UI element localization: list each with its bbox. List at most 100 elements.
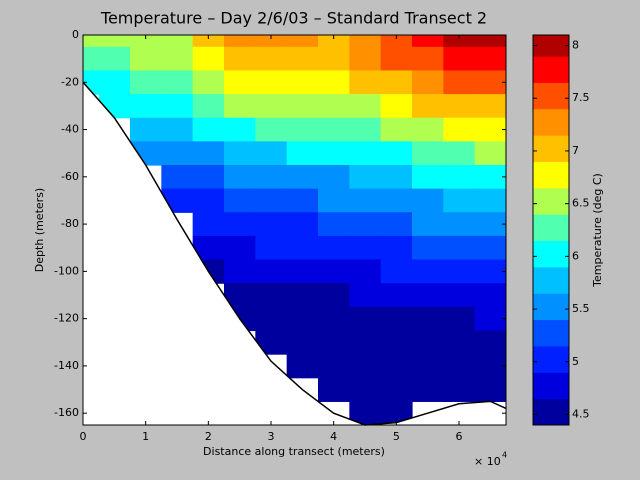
contour-cell	[349, 117, 382, 142]
contour-cell	[286, 141, 319, 166]
contour-cell	[161, 70, 194, 95]
contour-cell	[412, 94, 444, 119]
y-tick-label: -100	[54, 264, 79, 277]
contour-cell	[380, 35, 413, 48]
contour-cell	[349, 235, 382, 261]
contour-cell	[286, 235, 319, 261]
contour-cell	[318, 306, 350, 332]
colorbar-tick-label: 6	[572, 249, 579, 262]
contour-cell	[380, 283, 413, 308]
contour-cell	[130, 46, 162, 72]
contour-cell	[474, 354, 506, 379]
contour-cell	[130, 94, 162, 119]
contour-cell	[349, 283, 382, 308]
contour-cell	[412, 70, 444, 95]
contour-cell	[286, 35, 319, 48]
contour-cell	[161, 117, 194, 142]
contour-cell	[349, 259, 382, 284]
colorbar-band	[533, 319, 569, 347]
contour-cell	[380, 70, 413, 95]
colorbar-tick-label: 5.5	[572, 302, 590, 315]
contour-cell	[318, 70, 350, 95]
contour-cell	[380, 377, 413, 402]
y-tick-label: 0	[72, 28, 79, 41]
contour-cell	[83, 35, 100, 48]
contour-cell	[224, 235, 256, 261]
contour-cell	[286, 330, 319, 355]
contour-cell	[349, 46, 382, 72]
colorbar-band	[533, 135, 569, 162]
contour-cell	[474, 117, 506, 142]
contour-cell	[443, 283, 476, 308]
contour-cell	[318, 35, 350, 48]
contour-cell	[380, 117, 413, 142]
contour-cell	[474, 306, 506, 332]
contour-cell	[161, 141, 194, 166]
contour-cell	[286, 354, 319, 379]
colorbar-band	[533, 240, 569, 268]
overlay: 0 1 2 3 4 5 6 -160 -140 -120 -100 -80 -60 -40 -20 0 4.5 5…	[54, 28, 589, 443]
contour-cell	[474, 46, 506, 72]
contour-cell	[318, 377, 350, 402]
contour-cell	[412, 283, 444, 308]
contour-cell	[130, 70, 162, 95]
contour-cell	[318, 46, 350, 72]
contour-cell	[318, 188, 350, 213]
contour-cell	[474, 283, 506, 308]
contour-cell	[412, 46, 444, 72]
contour-cell	[318, 283, 350, 308]
seabed-line	[82, 81, 507, 426]
contour-cell	[161, 46, 194, 72]
contour-cell	[412, 306, 444, 332]
contour-cell	[98, 70, 131, 95]
contour-cell	[224, 188, 256, 213]
contour-cell	[318, 165, 350, 190]
colorbar-band	[533, 187, 569, 215]
contour-cell	[443, 212, 476, 237]
contour-cell	[318, 117, 350, 142]
contour-cell	[349, 188, 382, 213]
contour-cell	[224, 94, 256, 119]
contour-cell	[412, 117, 444, 142]
colorbar-band	[533, 266, 569, 294]
contour-cell	[255, 188, 288, 213]
contour-cell	[224, 46, 256, 72]
contour-cell	[318, 259, 350, 284]
contour-cell	[130, 117, 162, 142]
y-axis-label: Depth (meters)	[33, 188, 46, 272]
contour-cell	[255, 35, 288, 48]
contour-cell	[286, 259, 319, 284]
contour-cell	[98, 35, 131, 48]
contour-cell	[380, 330, 413, 355]
contour-cell	[255, 70, 288, 95]
contour-cell	[286, 306, 319, 332]
colorbar-band	[533, 161, 569, 189]
contour-cell	[474, 35, 506, 48]
contour-cell	[349, 212, 382, 237]
contour-cell	[474, 141, 506, 166]
colorbar-tick-label: 7	[572, 144, 579, 157]
contour-cell	[98, 46, 131, 72]
contour-cell	[224, 259, 256, 284]
colorbar-tick-label: 7.5	[572, 91, 590, 104]
contour-cell	[443, 70, 476, 95]
contour-cell	[130, 35, 162, 48]
contour-cell	[443, 235, 476, 261]
contour-cell	[380, 188, 413, 213]
contour-cell	[474, 70, 506, 95]
contour-cell	[443, 165, 476, 190]
contour-cell	[412, 377, 444, 402]
contour-cell	[161, 94, 194, 119]
x-tick-label: 3	[268, 430, 275, 443]
contour-cell	[255, 283, 288, 308]
contour-cell	[286, 283, 319, 308]
contour-cell	[349, 94, 382, 119]
contour-cell	[412, 188, 444, 213]
contour-cell	[255, 165, 288, 190]
contour-cell	[192, 212, 225, 237]
x-tick-label: 2	[205, 430, 212, 443]
contour-cell	[380, 259, 413, 284]
y-tick-label: -60	[61, 170, 79, 183]
colorbar-band	[533, 372, 569, 400]
contour-cell	[380, 212, 413, 237]
